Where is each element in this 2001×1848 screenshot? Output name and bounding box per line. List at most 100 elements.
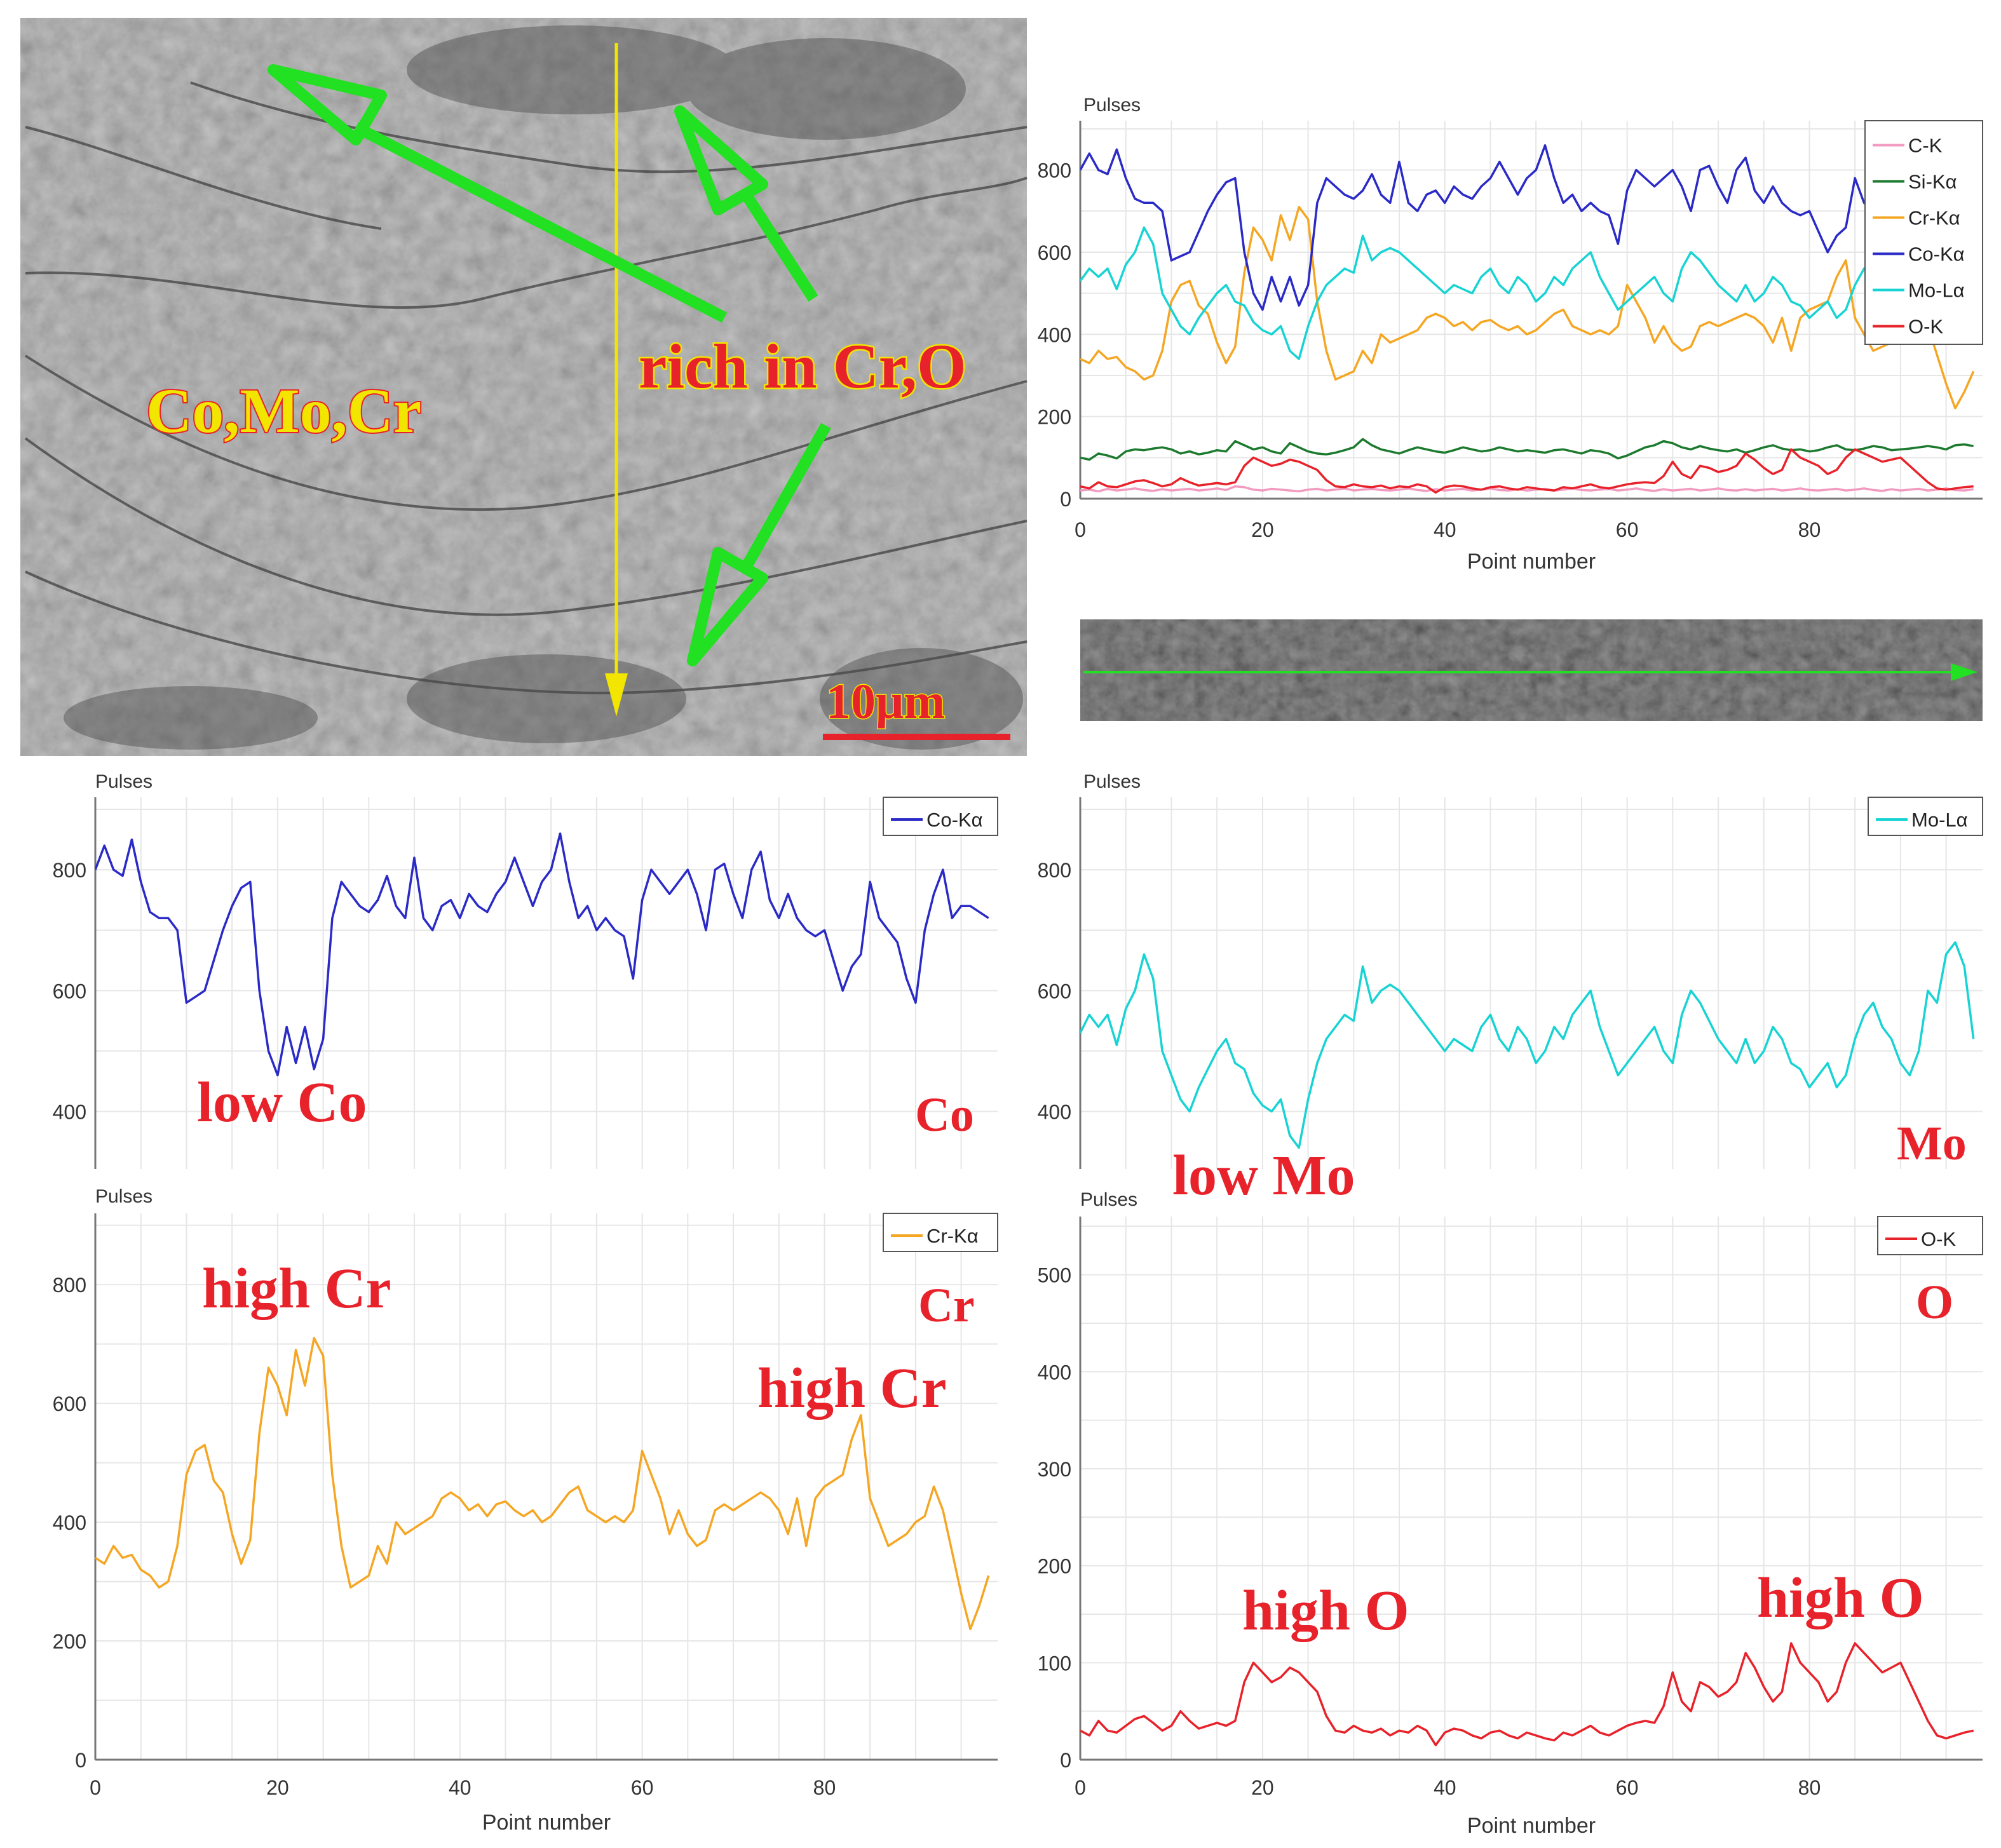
chart-combined-series-si-k (1080, 438, 1974, 461)
chart-combined-grid (1079, 121, 1983, 500)
chart-cr-ytick-label: 0 (75, 1749, 86, 1772)
annotation-o-tag: O (1916, 1276, 1953, 1329)
green-arrows (268, 64, 831, 666)
label-rich-in: rich in Cr,O (639, 331, 967, 401)
chart-o-series-o-k (1080, 1642, 1974, 1746)
chart-co-grid (94, 797, 998, 1169)
arrow-upper-right (738, 187, 818, 302)
chart-mo-ytick-label: 400 (1038, 1101, 1071, 1124)
chart-o-xticks: 0 20 40 60 80 (1075, 1776, 1821, 1799)
scale-bar-label: 10μm (826, 673, 945, 729)
chart-o-ytick-label: 500 (1038, 1264, 1071, 1287)
dark-regions (64, 25, 1023, 750)
annotation-high-o-2: high O (1757, 1567, 1924, 1629)
chart-combined-legend-label-o-k: O-K (1908, 316, 1943, 338)
chart-co-ylabel: Pulses (95, 771, 153, 792)
chart-cr-plot-area (95, 1213, 998, 1760)
chart-combined-legend: C-K Si-Kα Cr-Kα Co-Kα Mo-Lα O-K (1864, 120, 1983, 345)
chart-combined-legend-label-cr-k: Cr-Kα (1908, 207, 1960, 229)
chart-cr-xtick-label: 80 (813, 1776, 836, 1799)
annotation-co-tag: Co (915, 1088, 974, 1142)
sem-micrograph: Co,Mo,Cr rich in Cr,O 10μm (20, 18, 1028, 756)
chart-o-ylabel: Pulses (1080, 1189, 1137, 1210)
chart-cr-series-cr-k (95, 1337, 990, 1631)
chart-combined-legend-box (1864, 120, 1983, 345)
annotation-mo-tag: Mo (1897, 1117, 1967, 1170)
chart-combined-ytick-label: 600 (1038, 241, 1071, 264)
chart-mo-grid (1079, 797, 1983, 1169)
chart-cr-xtick-label: 60 (631, 1776, 654, 1799)
chart-co-ytick-label: 600 (53, 980, 86, 1002)
annotation-low-co: low Co (197, 1071, 367, 1134)
chart-combined-xtick-label: 20 (1251, 518, 1274, 541)
chart-cr-ytick-label: 400 (53, 1511, 86, 1534)
chart-cr-ytick-label: 600 (53, 1393, 86, 1415)
chart-o-ytick-label: 200 (1038, 1555, 1071, 1578)
chart-o-ytick-label: 300 (1038, 1458, 1071, 1481)
chart-o-legend-label-o-k: O-K (1921, 1228, 1956, 1250)
chart-combined-xlabel: Point number (1467, 550, 1596, 574)
chart-mo-plot-area (1080, 797, 1983, 1169)
chart-co-series-co-k (95, 832, 989, 1077)
linescan-arrow (605, 43, 628, 717)
chart-co-ytick-label: 800 (53, 859, 86, 882)
chart-mo-ylabel: Pulses (1083, 771, 1141, 792)
chart-cr-legend-box (883, 1213, 998, 1252)
chart-mo-yticks: 400 600 800 (1038, 859, 1071, 1123)
chart-cr-xlabel: Point number (482, 1811, 611, 1835)
chart-cr-legend-label-cr-k: Cr-Kα (926, 1225, 979, 1247)
chart-mo-legend-box (1868, 797, 1983, 836)
chart-co-series (95, 832, 989, 1077)
chart-cr-xtick-label: 0 (90, 1776, 101, 1799)
chart-co-legend-box (883, 797, 998, 836)
lamella-boundaries (24, 81, 1028, 694)
chart-combined-series-co-k (1080, 144, 1974, 311)
scale-bar: 10μm (823, 673, 1010, 740)
chart-mo-ytick-label: 600 (1038, 980, 1071, 1002)
chart-combined-yticks: 0 200 400 600 800 (1038, 159, 1071, 511)
chart-cr-xtick-label: 40 (449, 1776, 471, 1799)
chart-mo-legend-label-mo-l: Mo-Lα (1911, 809, 1968, 831)
chart-combined-xtick-label: 60 (1616, 518, 1639, 541)
chart-o-ytick-label: 0 (1060, 1749, 1071, 1772)
chart-o-plot-area (1080, 1217, 1983, 1760)
chart-combined-legend-label-mo-l: Mo-Lα (1908, 280, 1965, 302)
chart-o-series (1080, 1642, 1974, 1746)
chart-co-legend: Co-Kα (883, 797, 998, 836)
chart-combined-ytick-label: 400 (1038, 323, 1071, 346)
chart-co-yticks: 400 600 800 (53, 859, 86, 1123)
chart-o-ytick-label: 400 (1038, 1361, 1071, 1384)
annotation-high-cr-2: high Cr (757, 1357, 947, 1420)
chart-combined-ytick-label: 800 (1038, 159, 1071, 182)
chart-combined-xtick-label: 40 (1434, 518, 1456, 541)
chart-cr-xticks: 0 20 40 60 80 (90, 1776, 836, 1799)
arrow-upper-left (353, 122, 728, 323)
arrow-lower (738, 422, 831, 575)
sem-texture (20, 18, 1027, 756)
chart-cr-xtick-label: 20 (266, 1776, 289, 1799)
chart-combined-legend-label-si-k: Si-Kα (1908, 171, 1957, 193)
chart-combined-series (1080, 144, 1975, 494)
chart-o-legend-box (1877, 1216, 1983, 1255)
chart-combined-plot-area (1080, 121, 1983, 499)
strip-texture (1080, 619, 1983, 721)
chart-o-xtick-label: 40 (1434, 1776, 1456, 1799)
chart-cr: Pulses 0 200 400 600 800 0 20 40 60 80 Point num… (53, 1186, 998, 1835)
chart-mo-series-mo-l (1080, 941, 1975, 1149)
chart-cr-legend: Cr-Kα (883, 1213, 998, 1252)
chart-mo: Pulses 400 600 800 Mo-Lα low Mo Mo (1038, 771, 1983, 1207)
chart-combined-legend-label-c-k: C-K (1908, 135, 1943, 157)
chart-mo-series (1080, 941, 1975, 1149)
annotation-low-mo: low Mo (1172, 1144, 1355, 1207)
chart-combined-legend-label-co-k: Co-Kα (1908, 243, 1965, 266)
chart-combined-ytick-label: 200 (1038, 406, 1071, 429)
chart-combined-series-o-k (1080, 448, 1974, 494)
chart-combined-ylabel: Pulses (1083, 95, 1141, 116)
chart-co-plot-area (95, 797, 998, 1169)
chart-o-xtick-label: 80 (1798, 1776, 1821, 1799)
chart-cr-ytick-label: 800 (53, 1274, 86, 1297)
chart-combined-ytick-label: 0 (1060, 488, 1071, 511)
chart-co-ytick-label: 400 (53, 1101, 86, 1124)
chart-cr-ylabel: Pulses (95, 1186, 153, 1207)
